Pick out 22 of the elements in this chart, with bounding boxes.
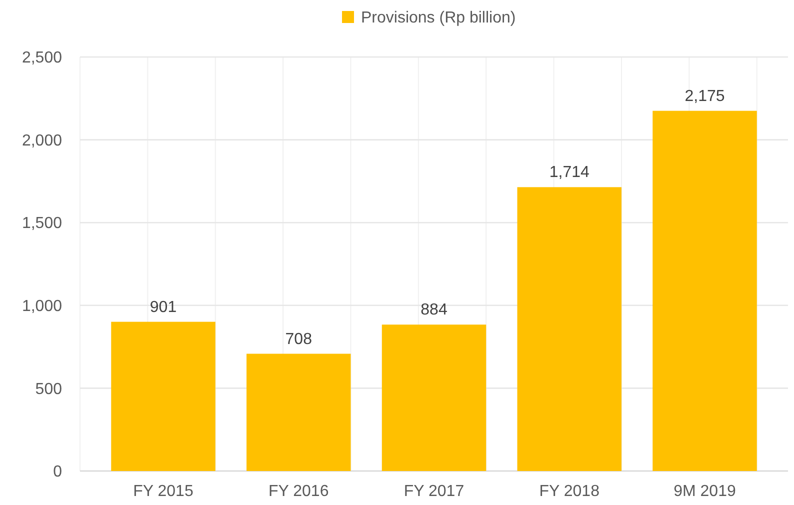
bar: [652, 110, 757, 471]
y-tick-label: 2,500: [22, 50, 62, 67]
y-tick-label: 0: [53, 464, 62, 481]
data-label: 884: [420, 302, 448, 319]
bar: [246, 354, 351, 471]
bar: [111, 322, 216, 471]
x-tick-label: 9M 2019: [674, 483, 736, 500]
data-label: 708: [285, 330, 312, 348]
y-tick-label: 1,500: [22, 215, 62, 232]
x-tick-label: FY 2017: [404, 483, 464, 500]
x-tick-label: FY 2015: [133, 483, 194, 500]
legend-label: Provisions (Rp billion): [361, 10, 516, 27]
y-tick-label: 500: [35, 380, 62, 398]
y-tick-label: 1,000: [22, 298, 62, 315]
data-label: 2,175: [684, 88, 725, 105]
y-tick-label: 2,000: [22, 132, 62, 150]
data-label: 1,714: [549, 164, 590, 182]
x-tick-label: FY 2018: [539, 483, 600, 500]
x-tick-label: FY 2016: [268, 483, 329, 500]
bar: [517, 187, 622, 471]
data-label: 901: [150, 298, 177, 316]
bar: [382, 324, 486, 471]
